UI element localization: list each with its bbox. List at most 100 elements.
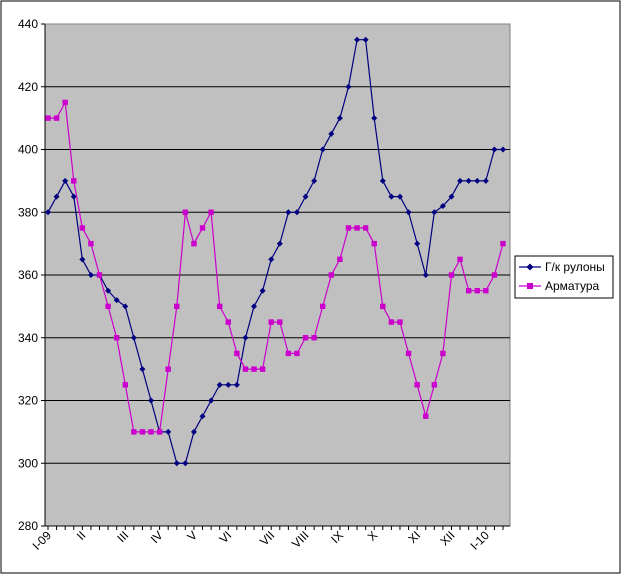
data-point bbox=[268, 256, 275, 263]
data-point bbox=[148, 429, 154, 435]
data-point bbox=[345, 83, 352, 90]
data-point bbox=[422, 272, 429, 278]
data-point bbox=[208, 209, 214, 215]
data-point bbox=[371, 240, 377, 247]
data-point bbox=[371, 115, 378, 122]
data-point bbox=[122, 303, 129, 310]
data-point bbox=[105, 303, 111, 310]
data-point bbox=[174, 303, 180, 310]
data-point bbox=[285, 350, 292, 357]
data-point bbox=[45, 115, 51, 121]
data-point bbox=[500, 146, 506, 153]
y-tick-label: 320 bbox=[18, 394, 38, 408]
data-point bbox=[268, 319, 274, 325]
data-point bbox=[216, 303, 223, 310]
data-point bbox=[225, 319, 231, 325]
data-point bbox=[62, 99, 68, 106]
data-point bbox=[131, 429, 137, 435]
legend-box bbox=[514, 255, 614, 299]
data-point bbox=[397, 319, 403, 325]
data-point bbox=[122, 382, 128, 388]
data-point bbox=[79, 225, 86, 231]
data-point bbox=[440, 350, 446, 357]
data-point bbox=[311, 335, 317, 341]
y-tick-label: 440 bbox=[18, 17, 38, 31]
data-point bbox=[414, 382, 420, 388]
data-point bbox=[379, 177, 386, 184]
data-point bbox=[113, 297, 120, 304]
data-point bbox=[302, 335, 309, 341]
y-tick-label: 360 bbox=[18, 268, 38, 282]
data-point bbox=[362, 225, 369, 231]
data-point bbox=[423, 413, 429, 419]
data-point bbox=[328, 272, 335, 278]
data-point bbox=[448, 193, 455, 200]
data-point bbox=[148, 397, 155, 404]
data-point bbox=[465, 177, 472, 184]
data-point bbox=[259, 287, 266, 294]
data-point bbox=[405, 209, 412, 216]
data-point bbox=[165, 366, 171, 372]
data-point bbox=[328, 130, 335, 137]
data-point bbox=[113, 335, 120, 341]
legend-marker-series-2 bbox=[527, 283, 533, 289]
data-point bbox=[380, 303, 386, 310]
data-point bbox=[156, 429, 163, 435]
series-layer bbox=[45, 36, 506, 467]
data-point bbox=[199, 225, 206, 231]
data-point bbox=[474, 177, 481, 184]
data-point bbox=[70, 193, 77, 200]
data-point bbox=[139, 366, 146, 373]
data-point bbox=[277, 319, 283, 325]
data-point bbox=[439, 202, 446, 209]
data-point bbox=[354, 36, 361, 43]
data-point bbox=[302, 193, 309, 200]
data-point bbox=[53, 193, 60, 200]
data-point bbox=[491, 272, 498, 278]
data-point bbox=[294, 350, 300, 357]
data-point bbox=[293, 209, 300, 216]
data-point bbox=[251, 303, 258, 310]
data-point bbox=[242, 366, 249, 372]
data-point bbox=[173, 460, 180, 467]
data-point bbox=[216, 381, 223, 388]
data-point bbox=[482, 177, 489, 184]
data-point bbox=[71, 178, 77, 184]
y-tick-label: 280 bbox=[18, 519, 38, 533]
data-point bbox=[225, 381, 232, 388]
data-point bbox=[276, 240, 283, 247]
data-point bbox=[208, 397, 215, 404]
series-2 bbox=[45, 99, 506, 435]
data-point bbox=[87, 272, 94, 278]
y-tick-label: 340 bbox=[18, 331, 38, 345]
data-point bbox=[79, 256, 86, 263]
data-point bbox=[285, 209, 292, 216]
legend-label-series-2: Арматура bbox=[545, 279, 600, 293]
data-point bbox=[457, 256, 463, 263]
data-point bbox=[483, 287, 489, 294]
data-point bbox=[62, 177, 69, 184]
data-point bbox=[251, 366, 257, 372]
data-point bbox=[259, 366, 266, 372]
data-point bbox=[182, 460, 189, 467]
data-point bbox=[345, 225, 352, 231]
data-point bbox=[431, 382, 438, 388]
data-point bbox=[233, 381, 240, 388]
series-line-2 bbox=[48, 100, 504, 433]
data-point bbox=[191, 240, 197, 247]
data-point bbox=[448, 272, 455, 278]
data-point bbox=[336, 115, 343, 122]
data-point bbox=[311, 177, 318, 184]
data-point bbox=[388, 193, 395, 200]
data-point bbox=[190, 428, 197, 435]
data-point bbox=[45, 209, 51, 216]
legend: Г/к рулоны Арматура bbox=[514, 255, 614, 299]
data-point bbox=[396, 193, 403, 200]
data-point bbox=[388, 319, 395, 325]
data-point bbox=[474, 287, 480, 294]
y-tick-label: 420 bbox=[18, 80, 38, 94]
y-tick-label: 380 bbox=[18, 205, 38, 219]
y-tick-label: 400 bbox=[18, 143, 38, 157]
data-point bbox=[354, 225, 360, 231]
